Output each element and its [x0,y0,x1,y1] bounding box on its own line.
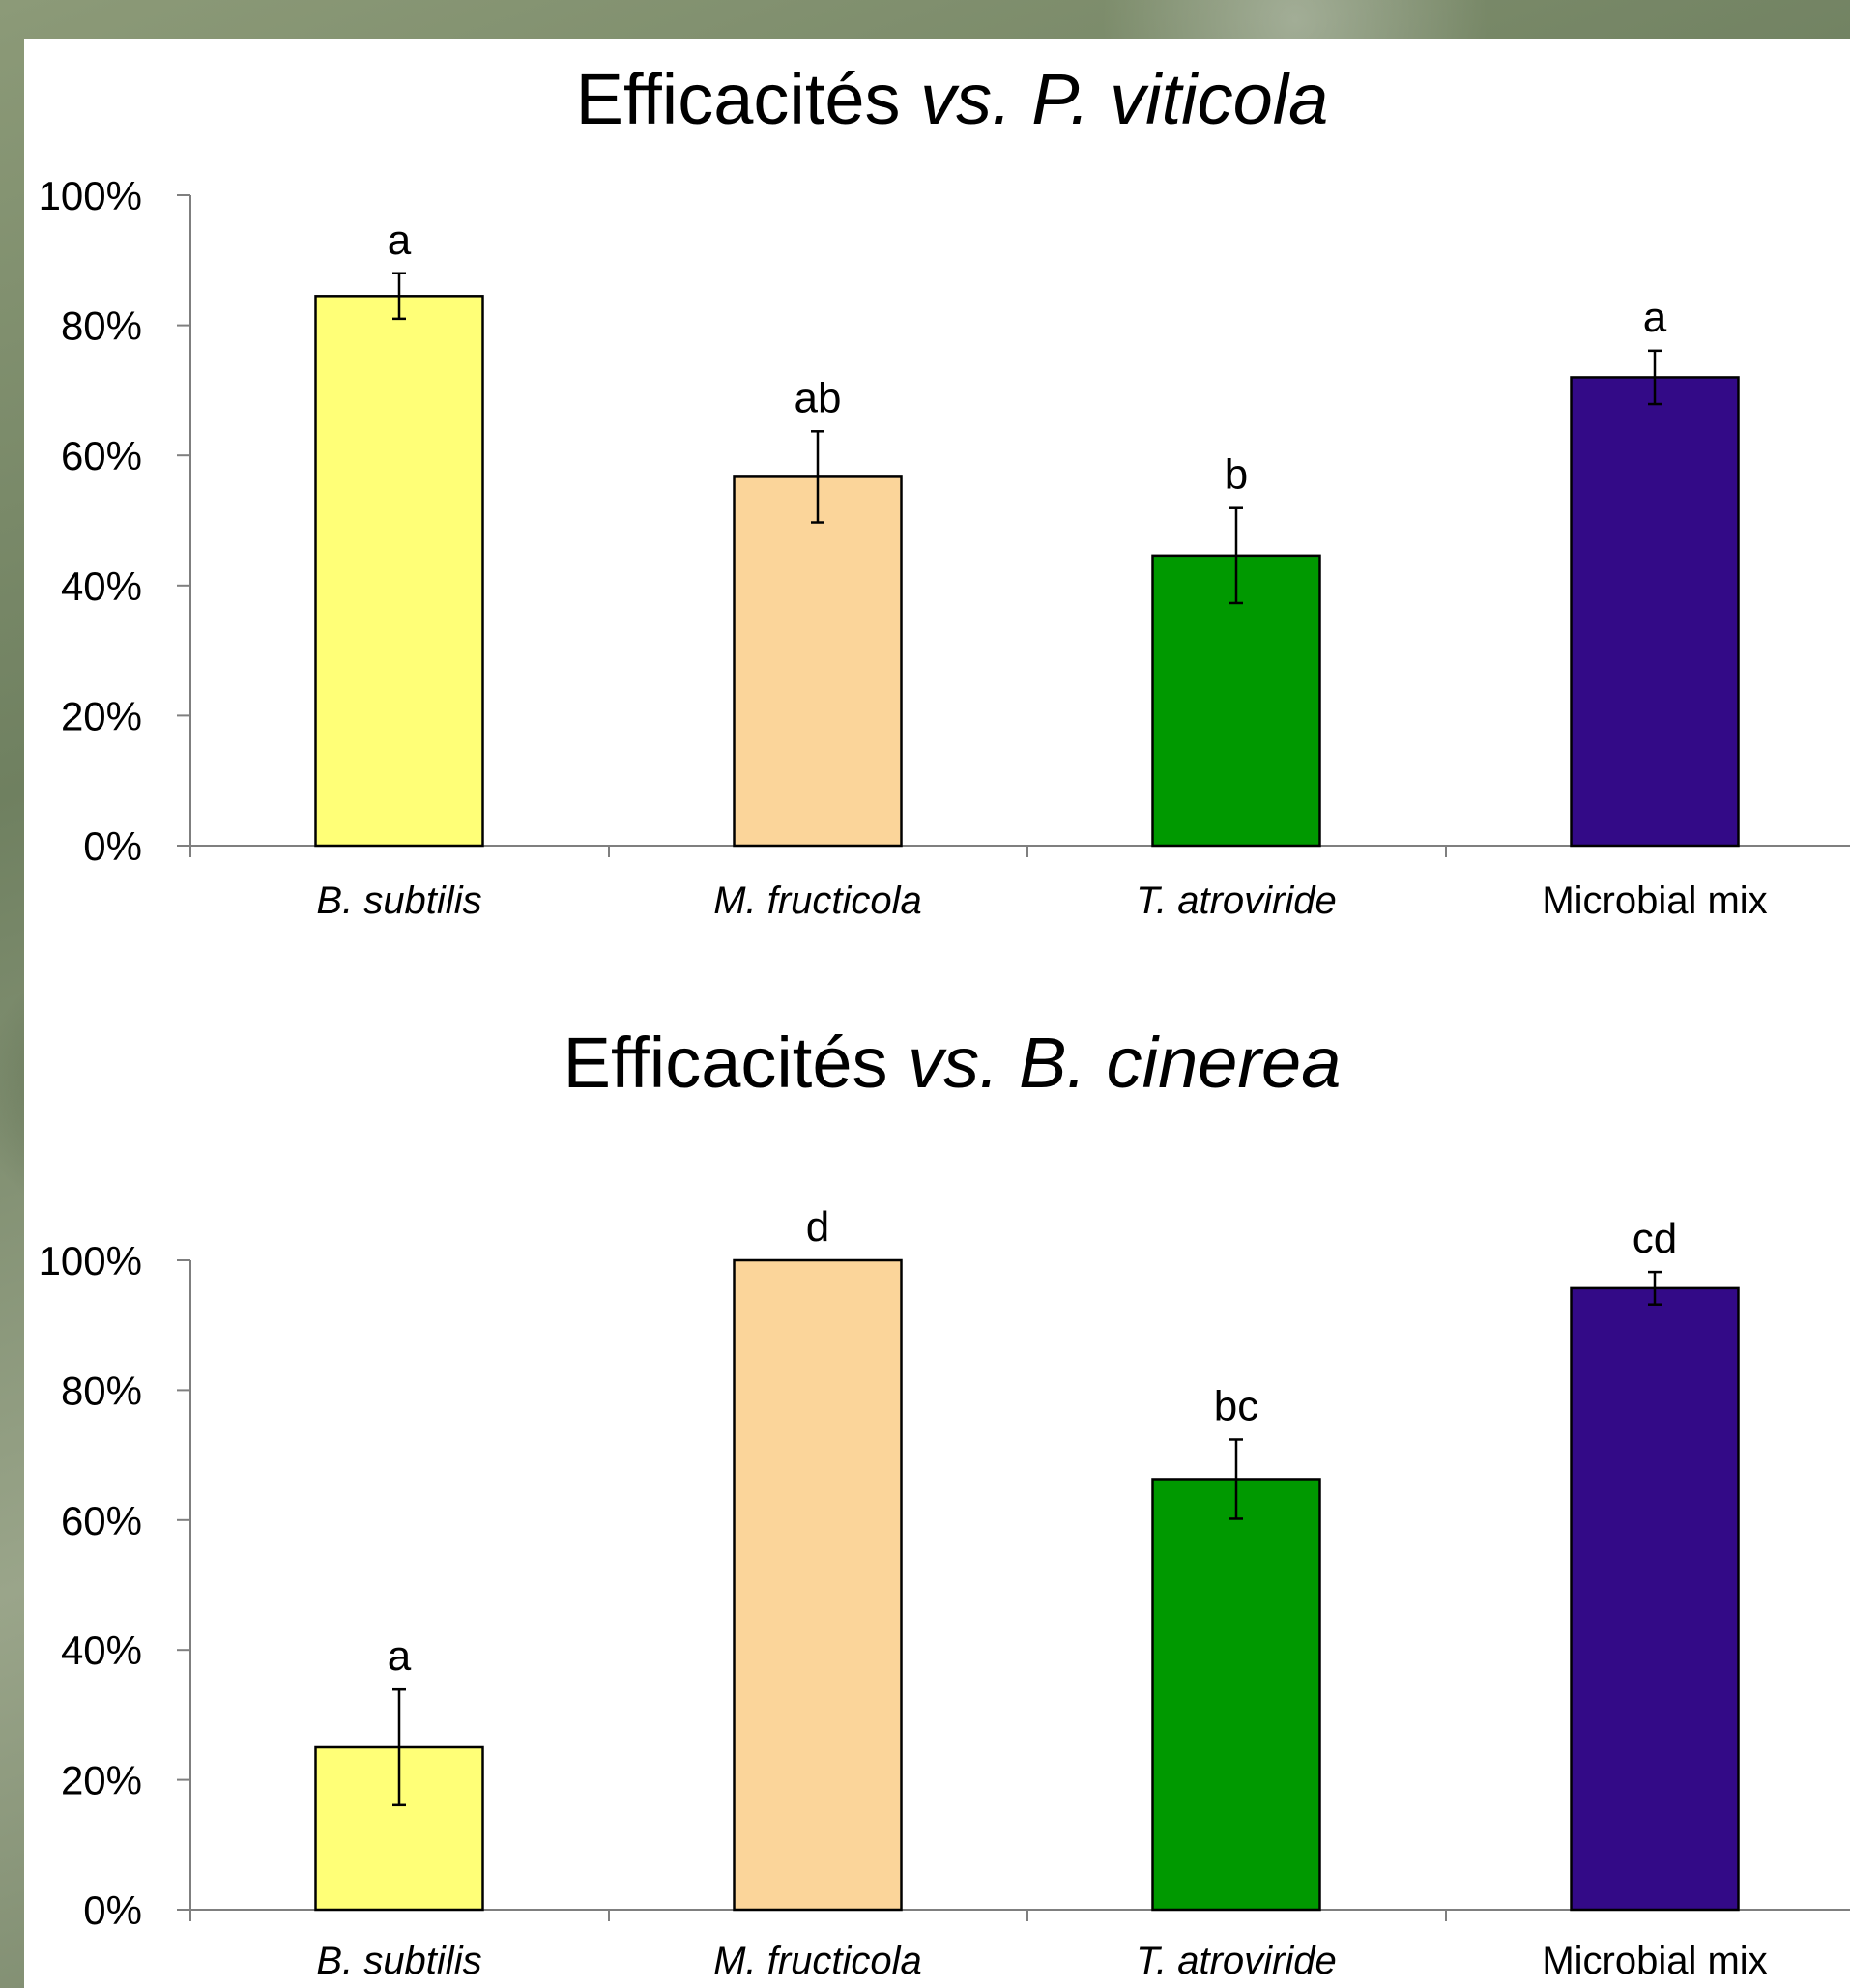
category-label: T. atroviride [1136,1940,1337,1982]
category-label: M. fructicola [713,879,922,922]
significance-label: cd [1633,1215,1677,1262]
y-tick-label: 20% [61,693,142,738]
significance-label: bc [1214,1382,1258,1429]
category-label: B. subtilis [316,879,481,922]
significance-label: b [1225,451,1248,499]
chart-title-part: vs. P. viticola [920,59,1328,139]
chart-title: Efficacités vs. B. cinerea [564,1023,1342,1103]
bar [733,475,903,848]
significance-label: a [1643,294,1667,341]
y-tick-label: 80% [61,303,142,349]
chart-title-part: Efficacités [576,59,920,139]
chart-1: Efficacités vs. P. viticola 0% 20% 40% 60% 80… [39,59,1850,922]
y-tick-label: 60% [61,1498,142,1543]
y-tick-label: 100% [39,173,142,218]
bar [314,295,484,848]
y-tick-label: 60% [61,433,142,478]
bar [1151,1478,1321,1912]
y-tick-label: 80% [61,1368,142,1413]
y-tick-label: 40% [61,563,142,609]
y-tick-label: 20% [61,1758,142,1803]
y-tick-label: 0% [83,1887,142,1933]
bar [1570,376,1740,848]
category-label: B. subtilis [316,1940,481,1982]
significance-label: ab [795,374,842,421]
significance-label: d [806,1203,829,1251]
chart-title-part: Efficacités [564,1023,908,1103]
category-label: T. atroviride [1136,879,1337,922]
chart-2: Efficacités vs. B. cinerea 0% 20% 40% 60% 80%… [39,1023,1850,1982]
y-tick-label: 0% [83,823,142,869]
bar [733,1258,903,1912]
bar [1570,1286,1740,1912]
chart-title-part: vs. B. cinerea [908,1023,1341,1103]
chart-title: Efficacités vs. P. viticola [576,59,1329,139]
category-label: M. fructicola [713,1940,922,1982]
y-tick-label: 100% [39,1238,142,1283]
y-tick-label: 40% [61,1628,142,1673]
category-label: Microbial mix [1542,879,1767,922]
significance-label: a [388,1632,412,1680]
significance-label: a [388,216,412,264]
category-label: Microbial mix [1542,1940,1767,1982]
